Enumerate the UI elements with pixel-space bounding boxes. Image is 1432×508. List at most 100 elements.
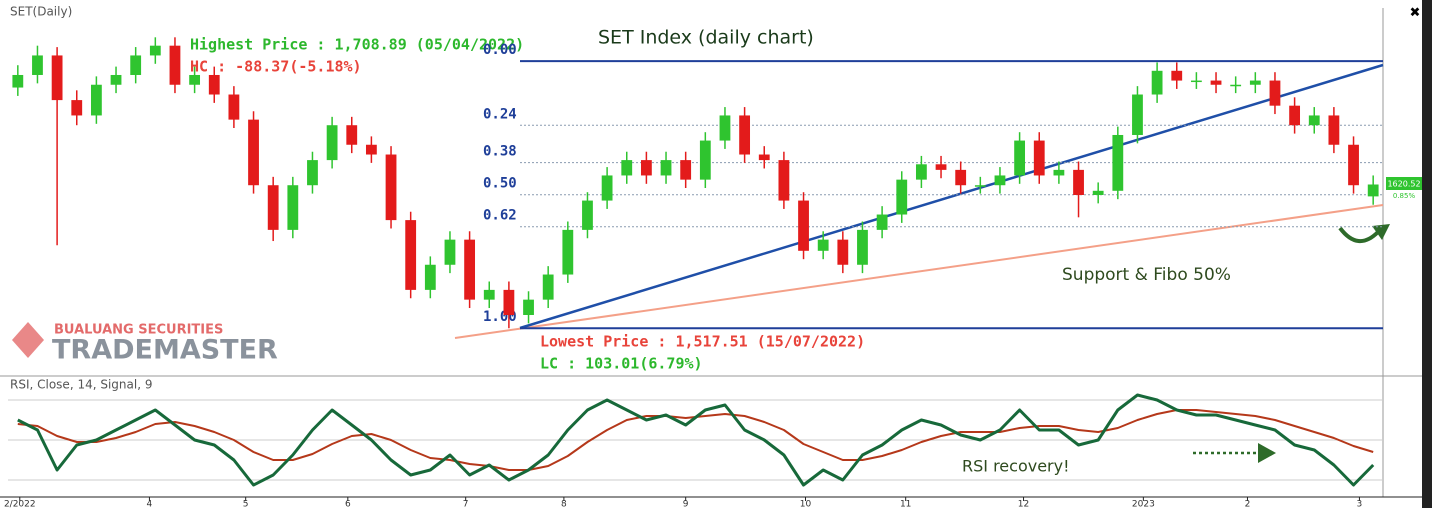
candle-body bbox=[876, 214, 888, 230]
candle-body bbox=[169, 45, 181, 85]
annotation: Lowest Price : 1,517.51 (15/07/2022) bbox=[540, 333, 865, 351]
candle-body bbox=[444, 239, 456, 265]
candle-body bbox=[424, 264, 436, 290]
candle-body bbox=[601, 175, 613, 201]
fib-label: 0.62 bbox=[483, 208, 517, 224]
candle-body bbox=[935, 164, 947, 170]
candle-body bbox=[51, 55, 63, 101]
candle-body bbox=[955, 169, 967, 186]
candle-body bbox=[582, 200, 593, 230]
candle-body bbox=[385, 154, 397, 221]
candle-body bbox=[896, 179, 908, 215]
candle-body bbox=[778, 160, 790, 201]
fib-label: 0.00 bbox=[483, 42, 517, 58]
candle-body bbox=[267, 185, 279, 230]
candle-body bbox=[149, 45, 161, 56]
candle-body bbox=[1348, 144, 1359, 186]
candle-body bbox=[32, 55, 43, 75]
candle-body bbox=[287, 185, 299, 230]
close-icon[interactable]: ✖ bbox=[1410, 6, 1421, 21]
candle-body bbox=[130, 55, 142, 75]
candle-body bbox=[915, 164, 927, 180]
candle-body bbox=[798, 200, 809, 251]
candle-body bbox=[994, 175, 1006, 186]
x-tick-label: 7 bbox=[463, 500, 469, 508]
annotation: RSI recovery! bbox=[962, 457, 1070, 476]
candle-body bbox=[346, 125, 358, 145]
candle-body bbox=[1190, 80, 1202, 83]
candle-body bbox=[326, 125, 338, 161]
candle-body bbox=[1014, 140, 1026, 176]
candle-body bbox=[974, 185, 986, 187]
candle-body bbox=[90, 84, 102, 116]
candle-body bbox=[307, 160, 318, 186]
x-tick-label: 8 bbox=[561, 500, 567, 508]
x-tick-label: 12 bbox=[1018, 500, 1029, 508]
candle-body bbox=[1053, 169, 1065, 176]
x-tick-label: 3 bbox=[1357, 500, 1363, 508]
candle-body bbox=[1308, 115, 1320, 126]
candle-body bbox=[1151, 70, 1163, 95]
candle-body bbox=[1073, 169, 1084, 195]
reversal-arrow-head bbox=[1372, 224, 1390, 240]
x-tick-label: 2/2022 bbox=[4, 500, 36, 508]
x-tick-label: 11 bbox=[900, 500, 911, 508]
candle-body bbox=[110, 74, 122, 85]
candle-body bbox=[189, 74, 201, 85]
candle-body bbox=[758, 154, 770, 161]
candle-body bbox=[1249, 80, 1261, 85]
candle-body bbox=[719, 115, 731, 141]
candle-body bbox=[640, 160, 652, 176]
fib-label: 0.38 bbox=[483, 144, 517, 160]
candle-body bbox=[71, 100, 83, 116]
candle-body bbox=[248, 119, 259, 186]
frame bbox=[1422, 0, 1432, 508]
candle-body bbox=[542, 274, 554, 300]
dotted-arrow-head bbox=[1258, 443, 1276, 463]
fib-label: 0.50 bbox=[483, 176, 517, 192]
reversal-arrow bbox=[1338, 226, 1380, 243]
candle-body bbox=[1230, 84, 1242, 87]
annotation: HC : -88.37(-5.18%) bbox=[190, 58, 362, 76]
candle-body bbox=[1112, 134, 1124, 191]
candle-body bbox=[1289, 105, 1301, 126]
logo-text: BUALUANG SECURITIES bbox=[54, 323, 223, 338]
x-tick-label: 5 bbox=[243, 500, 249, 508]
candle-body bbox=[837, 239, 849, 265]
x-tick-label: 4 bbox=[147, 500, 153, 508]
chart-title: SET Index (daily chart) bbox=[598, 27, 814, 49]
x-tick-label: 10 bbox=[800, 500, 812, 508]
last-price: 1620.52 bbox=[1387, 180, 1420, 189]
candle-body bbox=[1328, 115, 1340, 145]
candle-body bbox=[405, 220, 417, 290]
x-tick-label: 2 bbox=[1245, 500, 1251, 508]
candle-body bbox=[817, 239, 829, 251]
price-header: SET(Daily) bbox=[10, 5, 72, 19]
candle-body bbox=[1033, 140, 1045, 176]
candle-body bbox=[621, 160, 633, 176]
candle-body bbox=[503, 289, 515, 315]
candle-body bbox=[680, 160, 692, 180]
annotation: Highest Price : 1,708.89 (05/04/2022) bbox=[190, 36, 524, 54]
candle-body bbox=[1367, 184, 1379, 197]
candle-body bbox=[228, 94, 240, 120]
trend-line bbox=[519, 63, 1384, 330]
candle-body bbox=[365, 144, 377, 155]
x-tick-label: 9 bbox=[683, 500, 689, 508]
candle-body bbox=[857, 229, 868, 265]
logo-mark bbox=[12, 322, 44, 358]
candle-body bbox=[12, 74, 24, 88]
last-change: 0.85% bbox=[1393, 192, 1416, 200]
candle-body bbox=[483, 289, 495, 300]
candle-body bbox=[562, 229, 574, 275]
candle-body bbox=[1092, 190, 1104, 195]
candle-body bbox=[208, 74, 220, 95]
x-tick-label: 6 bbox=[345, 500, 351, 508]
candle-body bbox=[1269, 80, 1281, 106]
candle-body bbox=[699, 140, 711, 180]
series-line bbox=[17, 393, 1375, 487]
fib-label: 0.24 bbox=[483, 106, 517, 122]
candle-body bbox=[523, 299, 534, 315]
